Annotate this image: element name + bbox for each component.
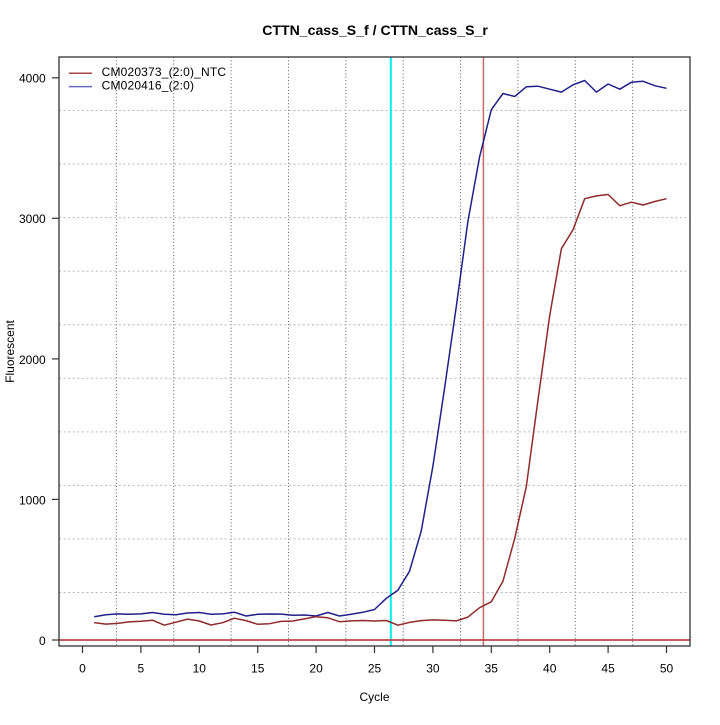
svg-text:45: 45 [601,662,615,676]
svg-text:4000: 4000 [19,72,46,86]
svg-text:15: 15 [251,662,265,676]
svg-text:Cycle: Cycle [359,690,389,704]
svg-text:10: 10 [193,662,207,676]
svg-text:20: 20 [309,662,323,676]
svg-text:30: 30 [426,662,440,676]
svg-text:25: 25 [368,662,382,676]
svg-text:5: 5 [138,662,145,676]
svg-text:CTTN_cass_S_f / CTTN_cass_S_r: CTTN_cass_S_f / CTTN_cass_S_r [262,22,488,38]
svg-text:50: 50 [660,662,674,676]
svg-text:3000: 3000 [19,212,46,226]
svg-text:40: 40 [543,662,557,676]
svg-text:CM020416_(2:0): CM020416_(2:0) [102,79,195,93]
svg-text:0: 0 [39,634,46,648]
svg-text:CM020373_(2:0)_NTC: CM020373_(2:0)_NTC [102,65,227,79]
svg-text:0: 0 [79,662,86,676]
svg-text:2000: 2000 [19,353,46,367]
svg-text:35: 35 [485,662,499,676]
svg-text:Fluorescent: Fluorescent [3,319,17,382]
svg-text:1000: 1000 [19,493,46,507]
